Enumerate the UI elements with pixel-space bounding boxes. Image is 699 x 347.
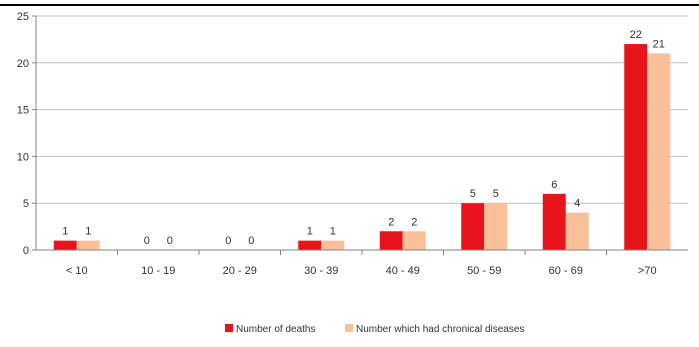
data-label: 1 bbox=[307, 226, 313, 238]
data-label: 0 bbox=[167, 235, 173, 247]
y-tick-label: 10 bbox=[17, 151, 29, 163]
legend: Number of deaths Number which had chronic… bbox=[225, 324, 524, 335]
data-label: 0 bbox=[248, 235, 254, 247]
x-tick-label: < 10 bbox=[66, 265, 88, 277]
data-label: 22 bbox=[630, 29, 642, 41]
y-tick-label: 5 bbox=[23, 198, 29, 210]
x-tick-label: 30 - 39 bbox=[304, 265, 338, 277]
x-tick-label: >70 bbox=[638, 265, 657, 277]
data-label: 2 bbox=[411, 216, 417, 228]
data-label: 6 bbox=[551, 179, 557, 191]
data-label: 1 bbox=[62, 226, 68, 238]
x-tick-label: 60 - 69 bbox=[549, 265, 583, 277]
legend-label: Number of deaths bbox=[236, 324, 316, 335]
y-tick-label: 25 bbox=[17, 11, 29, 23]
data-label: 21 bbox=[653, 38, 665, 50]
data-label: 1 bbox=[85, 226, 91, 238]
x-tick-label: 50 - 59 bbox=[467, 265, 501, 277]
x-tick-label: 20 - 29 bbox=[223, 265, 257, 277]
data-label: 5 bbox=[493, 188, 499, 200]
bar-deaths-4 bbox=[379, 231, 403, 250]
x-tick-label: 40 - 49 bbox=[386, 265, 420, 277]
bars bbox=[53, 44, 671, 250]
legend-label: Number which had chronical diseases bbox=[356, 324, 524, 335]
legend-swatch-deaths bbox=[225, 324, 233, 332]
bar-deaths-5 bbox=[461, 203, 485, 250]
legend-swatch-chronic bbox=[345, 324, 353, 332]
bar-chronic-0 bbox=[76, 240, 100, 250]
data-label: 0 bbox=[225, 235, 231, 247]
bar-chronic-7 bbox=[647, 53, 671, 250]
y-tick-label: 15 bbox=[17, 105, 29, 117]
bar-chronic-3 bbox=[321, 240, 345, 250]
bar-deaths-6 bbox=[542, 193, 566, 250]
bar-deaths-0 bbox=[53, 240, 77, 250]
data-label: 0 bbox=[144, 235, 150, 247]
bar-chronic-6 bbox=[565, 212, 589, 250]
bar-chronic-4 bbox=[402, 231, 426, 250]
bar-deaths-7 bbox=[624, 44, 648, 250]
y-tick-label: 20 bbox=[17, 58, 29, 70]
x-tick-label: 10 - 19 bbox=[141, 265, 175, 277]
gridlines bbox=[36, 15, 688, 204]
data-label: 4 bbox=[574, 198, 580, 210]
bar-chronic-5 bbox=[484, 203, 508, 250]
data-label: 5 bbox=[470, 188, 476, 200]
bar-deaths-3 bbox=[298, 240, 322, 250]
data-label: 1 bbox=[330, 226, 336, 238]
data-label: 2 bbox=[388, 216, 394, 228]
y-tick-label: 0 bbox=[23, 245, 29, 257]
